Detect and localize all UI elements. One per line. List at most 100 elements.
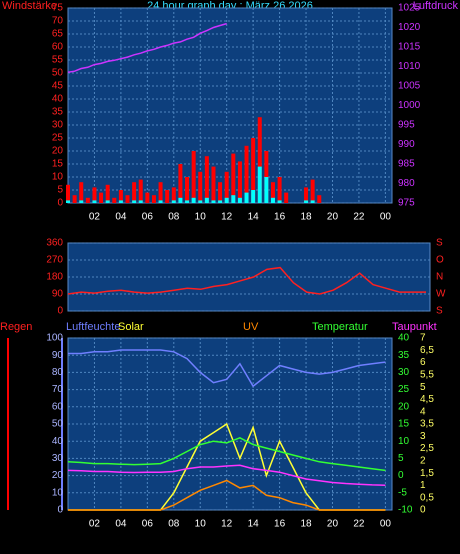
y-tick-label: 10 xyxy=(52,172,64,183)
bar xyxy=(171,200,176,203)
line xyxy=(68,349,386,388)
line xyxy=(68,479,386,511)
bar xyxy=(178,197,183,203)
plot-area xyxy=(67,7,393,204)
y3-tick-label: 2 xyxy=(420,455,426,466)
bar xyxy=(317,195,322,203)
line xyxy=(67,266,426,295)
bar xyxy=(92,200,97,203)
bar xyxy=(257,166,262,203)
y3-tick-label: 3,5 xyxy=(420,419,434,430)
bar xyxy=(132,182,137,203)
y2-tick-label: 25 xyxy=(398,384,410,395)
y3-tick-label: 4 xyxy=(420,406,426,417)
bar xyxy=(251,190,256,203)
y-tick-label: 270 xyxy=(46,255,63,266)
y3-tick-label: 2,5 xyxy=(420,443,434,454)
y2-tick-label: 1010 xyxy=(398,61,421,72)
y2-tick-label: 15 xyxy=(398,419,410,430)
y-tick-label: 30 xyxy=(52,120,64,131)
y2-tick-label: -10 xyxy=(398,505,413,516)
y-tick-label: 70 xyxy=(52,384,64,395)
y-tick-label: 0 xyxy=(57,505,63,516)
line xyxy=(67,22,227,74)
y-axis-label: Windstärke xyxy=(2,0,57,12)
bar xyxy=(185,177,190,203)
y-tick-label: 50 xyxy=(52,419,64,430)
line xyxy=(67,436,386,472)
x-tick-label: 08 xyxy=(168,519,180,530)
y-tick-label: 65 xyxy=(52,29,64,40)
bar xyxy=(112,197,117,203)
bar xyxy=(244,145,249,203)
bar xyxy=(145,192,150,203)
y-tick-label: 20 xyxy=(52,470,64,481)
bar xyxy=(284,192,289,203)
bar xyxy=(204,156,209,203)
bar xyxy=(72,195,77,203)
y2-tick-label: W xyxy=(436,289,446,300)
x-tick-label: 16 xyxy=(274,212,286,223)
x-tick-label: 00 xyxy=(380,519,392,530)
y2-axis-label: Luftdruck xyxy=(413,0,459,12)
chart-title: 24 hour graph day : März 26 2026 xyxy=(147,0,313,12)
y3-tick-label: 1,5 xyxy=(420,468,434,479)
y2-tick-label: 985 xyxy=(398,159,415,170)
x-tick-label: 20 xyxy=(327,519,339,530)
y-tick-label: 5 xyxy=(57,185,63,196)
bar xyxy=(264,177,269,203)
bar xyxy=(310,200,315,203)
rain-label: Regen xyxy=(0,321,32,333)
y-tick-label: 25 xyxy=(52,133,64,144)
x-tick-label: 18 xyxy=(300,519,312,530)
x-tick-label: 12 xyxy=(221,519,233,530)
x-tick-label: 04 xyxy=(115,212,127,223)
y2-tick-label: 0 xyxy=(398,470,404,481)
y2-tick-label: 40 xyxy=(398,333,410,344)
x-tick-label: 06 xyxy=(142,212,154,223)
bar xyxy=(277,177,282,203)
y-tick-label: 70 xyxy=(52,16,64,27)
x-tick-label: 20 xyxy=(327,212,339,223)
y2-tick-label: 10 xyxy=(398,436,410,447)
y-tick-label: 10 xyxy=(52,487,64,498)
x-tick-label: 08 xyxy=(168,212,180,223)
bar xyxy=(251,138,256,203)
x-tick-label: 22 xyxy=(353,519,365,530)
bar xyxy=(211,200,216,203)
bar xyxy=(99,192,104,203)
y2-tick-label: 1000 xyxy=(398,100,421,111)
y-tick-label: 60 xyxy=(52,401,64,412)
y3-tick-label: 6,5 xyxy=(420,345,434,356)
bar xyxy=(118,190,123,203)
bar xyxy=(125,195,130,203)
bar xyxy=(304,187,309,203)
bar xyxy=(224,171,229,203)
bar xyxy=(198,171,203,203)
y3-tick-label: 3 xyxy=(420,431,426,442)
y3-tick-label: 5 xyxy=(420,382,426,393)
y2-tick-label: 990 xyxy=(398,139,415,150)
y-tick-label: 100 xyxy=(46,333,63,344)
y-tick-label: 40 xyxy=(52,436,64,447)
bar xyxy=(105,200,110,203)
x-tick-label: 16 xyxy=(274,519,286,530)
y2-tick-label: -5 xyxy=(398,487,407,498)
bar xyxy=(231,195,236,203)
bar xyxy=(158,200,163,203)
y2-tick-label: O xyxy=(436,255,444,266)
y-tick-label: 55 xyxy=(52,55,64,66)
x-tick-label: 10 xyxy=(195,519,207,530)
legend-label: UV xyxy=(243,321,259,333)
y2-tick-label: 20 xyxy=(398,401,410,412)
x-tick-label: 12 xyxy=(221,212,233,223)
y3-tick-label: 1 xyxy=(420,480,426,491)
y2-tick-label: 1015 xyxy=(398,42,421,53)
bar xyxy=(277,200,282,203)
bar xyxy=(244,192,249,203)
bar xyxy=(165,190,170,203)
bar xyxy=(66,200,70,203)
x-tick-label: 00 xyxy=(380,212,392,223)
